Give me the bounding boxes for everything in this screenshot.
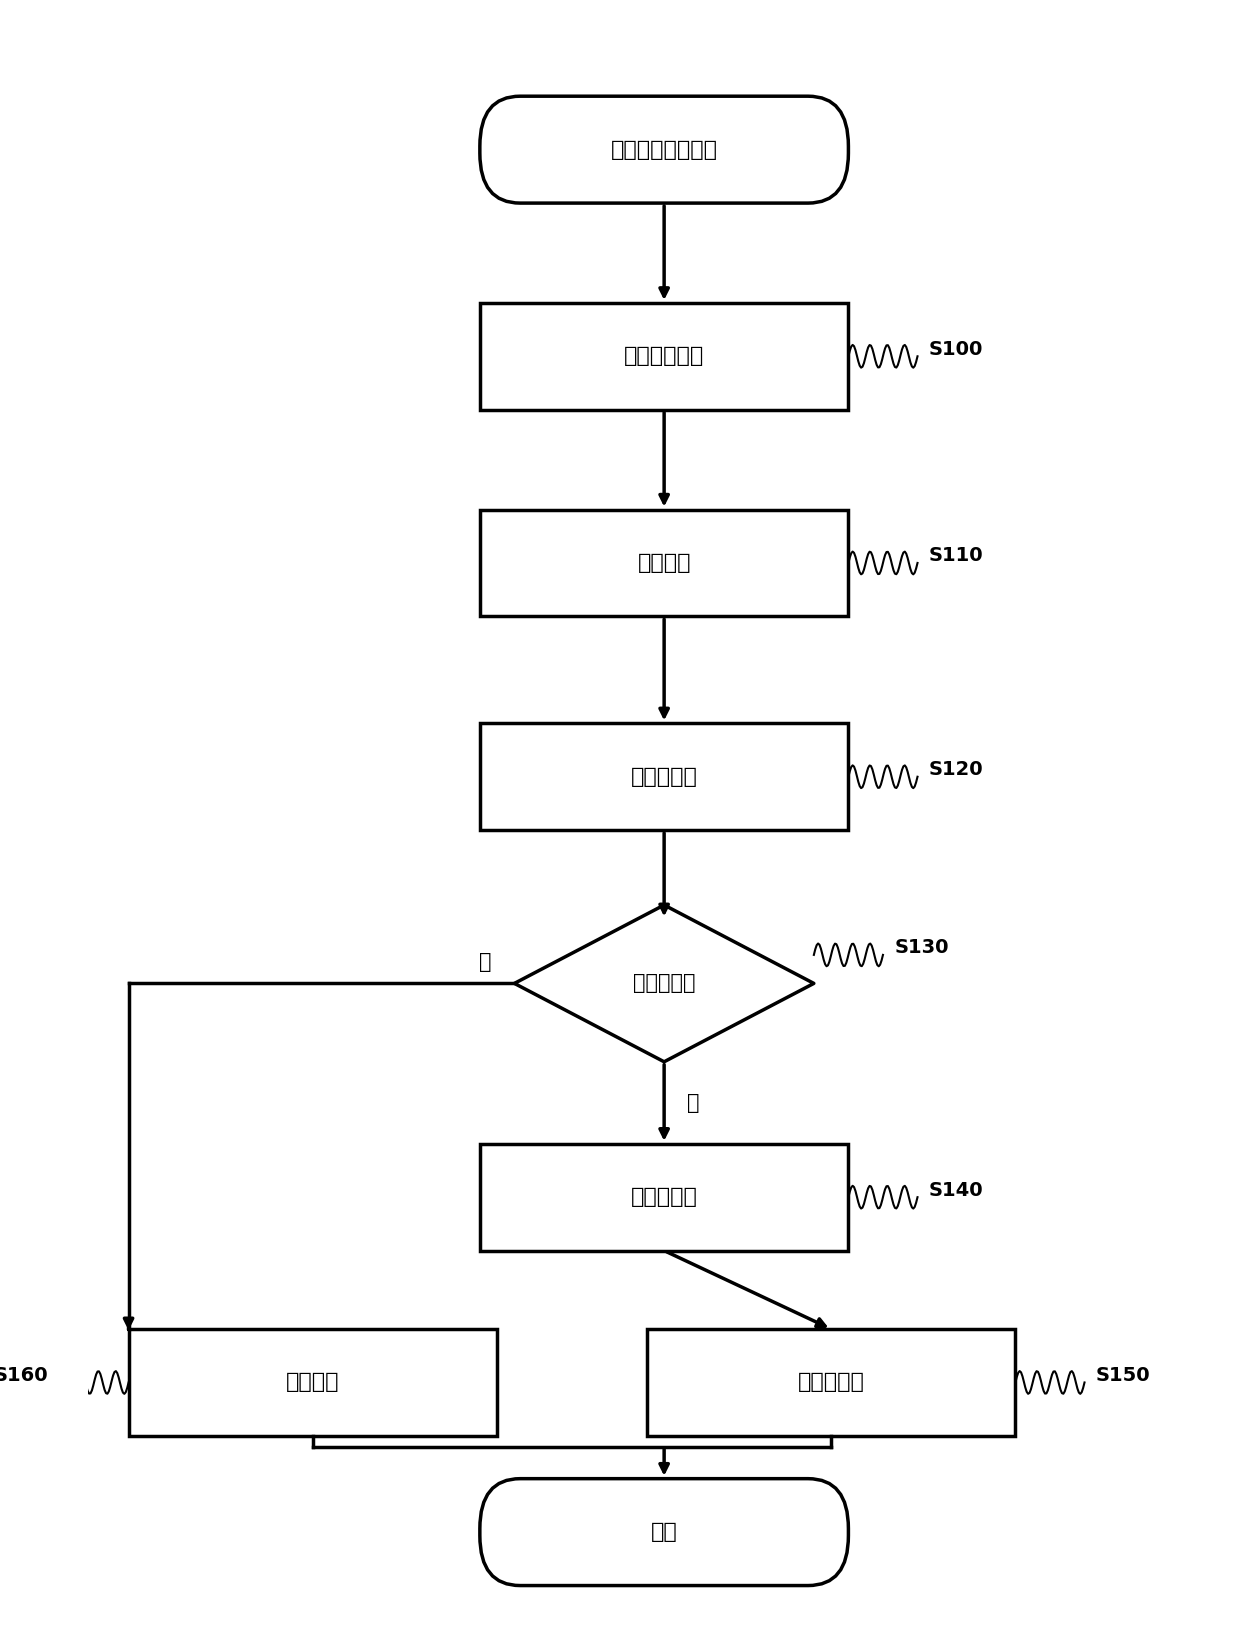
Text: S110: S110 [929, 546, 983, 565]
Text: 多色调化: 多色调化 [637, 552, 691, 574]
Text: 半色调处理: 半色调处理 [797, 1372, 864, 1393]
Text: 图像处理例行程序: 图像处理例行程序 [610, 139, 718, 159]
Text: 自然图像？: 自然图像？ [632, 974, 696, 993]
Text: 输入图像数据: 输入图像数据 [624, 346, 704, 365]
Text: 单纯减色: 单纯减色 [286, 1372, 340, 1393]
Bar [480, 1144, 848, 1251]
Text: 是: 是 [687, 1093, 699, 1113]
Text: S120: S120 [929, 760, 983, 779]
Text: S130: S130 [894, 938, 949, 957]
Bar [480, 303, 848, 410]
Text: 清晰度变换: 清晰度变换 [631, 767, 698, 787]
Bar [480, 510, 848, 616]
Text: 校正色调值: 校正色调值 [631, 1187, 698, 1208]
Bar [647, 1329, 1016, 1436]
Polygon shape [515, 905, 813, 1062]
FancyBboxPatch shape [480, 97, 848, 203]
Bar [129, 1329, 497, 1436]
Text: S150: S150 [1096, 1365, 1151, 1385]
Text: 否: 否 [479, 952, 491, 972]
Text: S160: S160 [0, 1365, 48, 1385]
Text: S100: S100 [929, 339, 983, 359]
FancyBboxPatch shape [480, 1478, 848, 1585]
Text: S140: S140 [929, 1180, 983, 1200]
Text: 返回: 返回 [651, 1523, 677, 1542]
Bar [480, 723, 848, 831]
